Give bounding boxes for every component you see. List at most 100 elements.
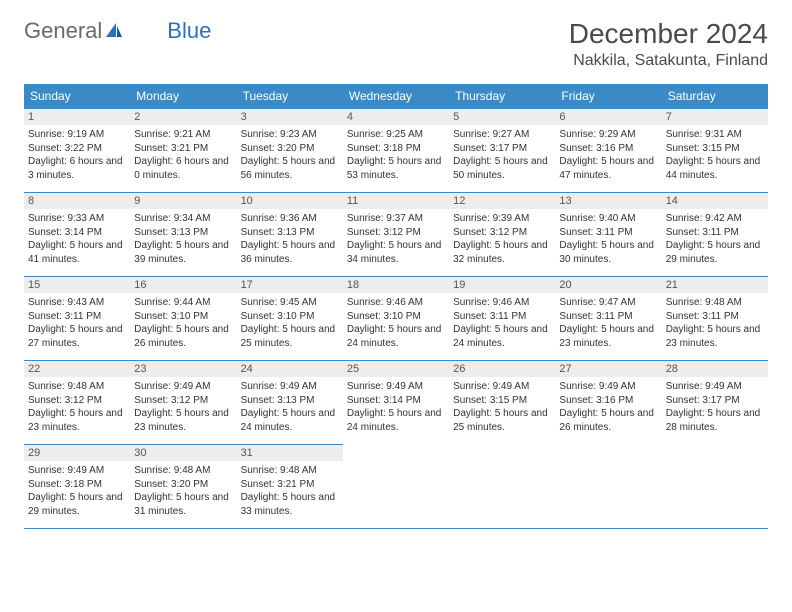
day-details: Sunrise: 9:27 AMSunset: 3:17 PMDaylight:… (453, 128, 551, 182)
day-header: Monday (130, 84, 236, 109)
day-number: 9 (130, 193, 236, 209)
calendar-week-row: 8Sunrise: 9:33 AMSunset: 3:14 PMDaylight… (24, 193, 768, 277)
sunrise-text: Sunrise: 9:43 AM (28, 296, 126, 310)
calendar-cell: 25Sunrise: 9:49 AMSunset: 3:14 PMDayligh… (343, 361, 449, 445)
sunrise-text: Sunrise: 9:21 AM (134, 128, 232, 142)
day-number: 20 (555, 277, 661, 293)
calendar-week-row: 29 Sunrise: 9:49 AMSunset: 3:18 PMDayligh… (24, 445, 768, 529)
sunrise-text: Sunrise: 9:49 AM (666, 380, 764, 394)
sunset-text: Sunset: 3:17 PM (666, 394, 764, 408)
day-details: Sunrise: 9:47 AMSunset: 3:11 PMDaylight:… (559, 296, 657, 350)
day-header: Sunday (24, 84, 130, 109)
day-number: 18 (343, 277, 449, 293)
calendar-cell: 14 Sunrise: 9:42 AMSunset: 3:11 PMDayligh… (662, 193, 768, 277)
daylight-text: Daylight: 5 hours and 26 minutes. (559, 407, 657, 434)
calendar-cell (555, 445, 661, 529)
day-number: 19 (449, 277, 555, 293)
day-details: Sunrise: 9:45 AMSunset: 3:10 PMDaylight:… (241, 296, 339, 350)
sunrise-text: Sunrise: 9:33 AM (28, 212, 126, 226)
location: Nakkila, Satakunta, Finland (569, 52, 768, 70)
day-details: Sunrise: 9:49 AMSunset: 3:18 PMDaylight:… (28, 464, 126, 518)
calendar-cell: 26Sunrise: 9:49 AMSunset: 3:15 PMDayligh… (449, 361, 555, 445)
day-number: 10 (237, 193, 343, 209)
sunrise-text: Sunrise: 9:29 AM (559, 128, 657, 142)
calendar-cell: 28 Sunrise: 9:49 AMSunset: 3:17 PMDayligh… (662, 361, 768, 445)
day-number: 28 (662, 361, 768, 377)
sunrise-text: Sunrise: 9:23 AM (241, 128, 339, 142)
calendar-cell: 6Sunrise: 9:29 AMSunset: 3:16 PMDaylight… (555, 109, 661, 193)
day-number: 13 (555, 193, 661, 209)
day-number: 4 (343, 109, 449, 125)
daylight-text: Daylight: 5 hours and 24 minutes. (453, 323, 551, 350)
sunset-text: Sunset: 3:21 PM (134, 142, 232, 156)
day-details: Sunrise: 9:49 AMSunset: 3:15 PMDaylight:… (453, 380, 551, 434)
logo-text-1: General (24, 18, 102, 44)
daylight-text: Daylight: 5 hours and 28 minutes. (666, 407, 764, 434)
sunrise-text: Sunrise: 9:34 AM (134, 212, 232, 226)
day-number: 29 (24, 445, 130, 461)
day-details: Sunrise: 9:23 AMSunset: 3:20 PMDaylight:… (241, 128, 339, 182)
calendar-cell: 22Sunrise: 9:48 AMSunset: 3:12 PMDayligh… (24, 361, 130, 445)
header: General Blue December 2024 Nakkila, Sata… (24, 18, 768, 70)
daylight-text: Daylight: 5 hours and 23 minutes. (666, 323, 764, 350)
day-number: 14 (662, 193, 768, 209)
day-details: Sunrise: 9:46 AMSunset: 3:11 PMDaylight:… (453, 296, 551, 350)
calendar-cell: 30Sunrise: 9:48 AMSunset: 3:20 PMDayligh… (130, 445, 236, 529)
sunset-text: Sunset: 3:18 PM (28, 478, 126, 492)
day-details: Sunrise: 9:49 AMSunset: 3:16 PMDaylight:… (559, 380, 657, 434)
sunrise-text: Sunrise: 9:46 AM (347, 296, 445, 310)
calendar-cell: 19 Sunrise: 9:46 AMSunset: 3:11 PMDayligh… (449, 277, 555, 361)
daylight-text: Daylight: 5 hours and 39 minutes. (134, 239, 232, 266)
sunset-text: Sunset: 3:11 PM (666, 226, 764, 240)
daylight-text: Daylight: 5 hours and 25 minutes. (241, 323, 339, 350)
sunrise-text: Sunrise: 9:48 AM (666, 296, 764, 310)
sunset-text: Sunset: 3:21 PM (241, 478, 339, 492)
calendar-cell: 31Sunrise: 9:48 AMSunset: 3:21 PMDayligh… (237, 445, 343, 529)
sunset-text: Sunset: 3:12 PM (134, 394, 232, 408)
sunrise-text: Sunrise: 9:49 AM (559, 380, 657, 394)
day-details: Sunrise: 9:39 AMSunset: 3:12 PMDaylight:… (453, 212, 551, 266)
day-number: 22 (24, 361, 130, 377)
sunset-text: Sunset: 3:10 PM (347, 310, 445, 324)
calendar-cell: 9Sunrise: 9:34 AMSunset: 3:13 PMDaylight… (130, 193, 236, 277)
calendar-table: Sunday Monday Tuesday Wednesday Thursday… (24, 84, 768, 529)
sunset-text: Sunset: 3:16 PM (559, 142, 657, 156)
day-details: Sunrise: 9:49 AMSunset: 3:12 PMDaylight:… (134, 380, 232, 434)
daylight-text: Daylight: 5 hours and 29 minutes. (666, 239, 764, 266)
calendar-cell (449, 445, 555, 529)
day-details: Sunrise: 9:33 AMSunset: 3:14 PMDaylight:… (28, 212, 126, 266)
calendar-cell: 17Sunrise: 9:45 AMSunset: 3:10 PMDayligh… (237, 277, 343, 361)
sunset-text: Sunset: 3:15 PM (453, 394, 551, 408)
day-number: 31 (237, 445, 343, 461)
daylight-text: Daylight: 5 hours and 56 minutes. (241, 155, 339, 182)
calendar-cell: 20 Sunrise: 9:47 AMSunset: 3:11 PMDayligh… (555, 277, 661, 361)
daylight-text: Daylight: 5 hours and 24 minutes. (347, 407, 445, 434)
sunrise-text: Sunrise: 9:42 AM (666, 212, 764, 226)
sunrise-text: Sunrise: 9:39 AM (453, 212, 551, 226)
calendar-week-row: 15Sunrise: 9:43 AMSunset: 3:11 PMDayligh… (24, 277, 768, 361)
day-header: Friday (555, 84, 661, 109)
day-details: Sunrise: 9:29 AMSunset: 3:16 PMDaylight:… (559, 128, 657, 182)
sunrise-text: Sunrise: 9:49 AM (347, 380, 445, 394)
sunrise-text: Sunrise: 9:19 AM (28, 128, 126, 142)
calendar-cell: 21Sunrise: 9:48 AMSunset: 3:11 PMDayligh… (662, 277, 768, 361)
calendar-cell: 24Sunrise: 9:49 AMSunset: 3:13 PMDayligh… (237, 361, 343, 445)
sunset-text: Sunset: 3:15 PM (666, 142, 764, 156)
day-number: 16 (130, 277, 236, 293)
day-number: 2 (130, 109, 236, 125)
sunset-text: Sunset: 3:17 PM (453, 142, 551, 156)
sunrise-text: Sunrise: 9:31 AM (666, 128, 764, 142)
calendar-cell: 3Sunrise: 9:23 AMSunset: 3:20 PMDaylight… (237, 109, 343, 193)
day-header: Wednesday (343, 84, 449, 109)
daylight-text: Daylight: 5 hours and 50 minutes. (453, 155, 551, 182)
sunset-text: Sunset: 3:12 PM (347, 226, 445, 240)
sunset-text: Sunset: 3:12 PM (28, 394, 126, 408)
daylight-text: Daylight: 5 hours and 24 minutes. (347, 323, 445, 350)
day-number: 1 (24, 109, 130, 125)
logo-sail-icon (105, 23, 123, 39)
day-number: 7 (662, 109, 768, 125)
calendar-cell: 4Sunrise: 9:25 AMSunset: 3:18 PMDaylight… (343, 109, 449, 193)
sunrise-text: Sunrise: 9:48 AM (28, 380, 126, 394)
day-details: Sunrise: 9:21 AMSunset: 3:21 PMDaylight:… (134, 128, 232, 182)
sunset-text: Sunset: 3:14 PM (347, 394, 445, 408)
